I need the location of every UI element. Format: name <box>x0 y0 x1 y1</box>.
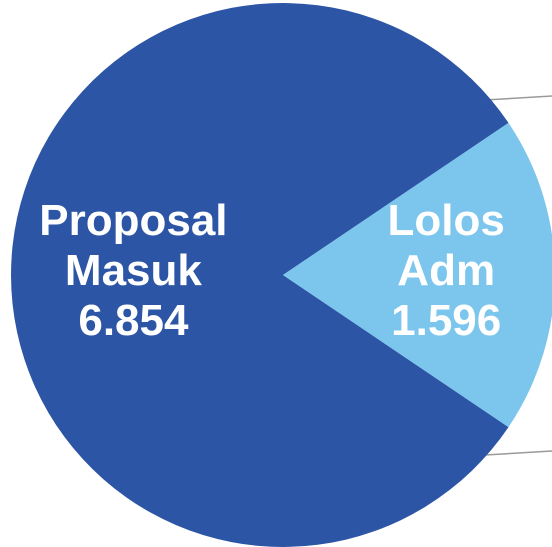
leader-line <box>484 450 552 456</box>
slice-value: 1.596 <box>391 296 501 345</box>
slice-label: Proposal Masuk <box>39 196 227 295</box>
slice-value: 6.854 <box>78 296 189 345</box>
pie-slice <box>11 3 509 547</box>
leader-line <box>484 95 552 101</box>
slice-label: Lolos Adm <box>388 196 505 295</box>
pie-slice <box>283 122 552 428</box>
